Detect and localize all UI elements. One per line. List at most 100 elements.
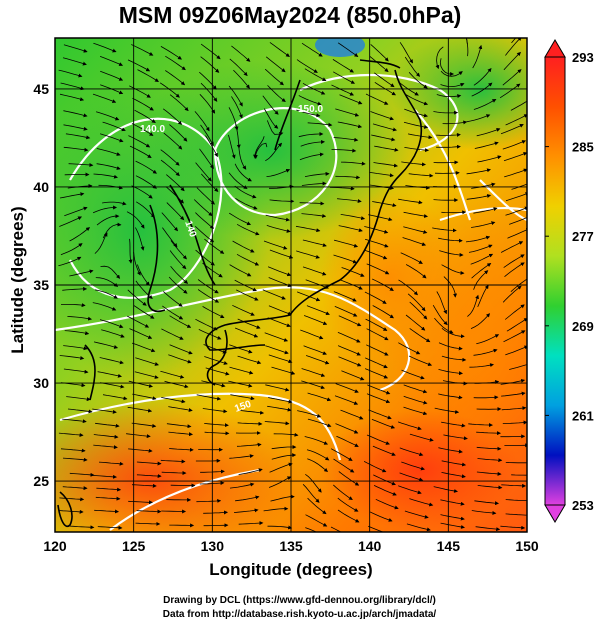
y-tick-label: 35 xyxy=(33,277,49,293)
streamline xyxy=(333,254,358,264)
streamline xyxy=(163,291,183,307)
streamline xyxy=(433,198,459,203)
streamline xyxy=(234,163,252,182)
streamline xyxy=(438,369,463,376)
streamline xyxy=(333,137,359,142)
streamline xyxy=(270,494,295,502)
streamline xyxy=(263,240,288,250)
y-tick-label: 30 xyxy=(33,375,49,391)
streamline xyxy=(236,253,260,266)
streamline xyxy=(229,344,253,354)
streamline xyxy=(403,384,428,394)
streamline xyxy=(505,345,527,356)
streamline xyxy=(397,421,422,431)
streamline xyxy=(403,121,429,129)
streamline xyxy=(169,124,188,142)
streamline xyxy=(337,121,363,129)
streamline xyxy=(228,172,248,189)
streamline xyxy=(93,444,118,450)
streamline xyxy=(129,85,151,98)
streamline xyxy=(231,96,243,119)
streamline xyxy=(204,423,229,428)
streamline xyxy=(59,192,85,199)
streamline xyxy=(365,357,388,369)
streamline xyxy=(465,38,469,57)
streamline xyxy=(69,472,95,477)
streamline xyxy=(503,152,527,162)
streamline xyxy=(229,58,248,77)
streamline xyxy=(127,59,151,72)
streamline xyxy=(204,431,230,436)
streamline xyxy=(128,238,133,264)
streamline xyxy=(170,266,189,284)
streamline xyxy=(307,458,329,473)
streamline xyxy=(305,473,322,493)
streamline xyxy=(128,500,153,505)
streamline xyxy=(370,111,394,121)
streamline xyxy=(338,225,363,233)
streamline xyxy=(194,226,215,243)
streamline xyxy=(266,225,291,233)
streamline xyxy=(265,56,286,73)
colorbar: 293 285 277 269 261 253 xyxy=(544,39,594,523)
streamline xyxy=(126,433,151,439)
streamline xyxy=(366,393,391,404)
streamline xyxy=(299,152,324,161)
streamline xyxy=(63,110,88,118)
streamline xyxy=(331,148,357,153)
colorbar-tick-label: 277 xyxy=(572,229,594,244)
streamline xyxy=(271,445,297,450)
streamline xyxy=(500,525,526,530)
streamline xyxy=(236,223,260,236)
streamline xyxy=(399,42,413,64)
svg-text:140.0: 140.0 xyxy=(140,124,165,135)
colorbar-tick-label: 253 xyxy=(572,498,594,513)
streamline xyxy=(262,95,279,115)
streamline xyxy=(329,186,355,191)
streamline xyxy=(60,448,86,453)
streamline xyxy=(63,124,88,131)
streamline xyxy=(168,431,193,437)
colorbar-tick-label: 269 xyxy=(572,319,594,334)
temperature-field xyxy=(55,38,527,532)
streamline xyxy=(333,458,355,473)
streamline xyxy=(160,459,186,464)
streamline xyxy=(94,232,108,254)
streamline xyxy=(93,434,119,439)
streamline xyxy=(409,498,434,507)
streamline xyxy=(269,42,290,57)
credit-drawing: Drawing by DCL (https://www.gfd-dennou.o… xyxy=(163,595,436,606)
streamline xyxy=(170,240,187,260)
streamline xyxy=(405,264,427,279)
streamline xyxy=(128,380,153,388)
streamline xyxy=(63,146,89,152)
streamline xyxy=(135,227,145,251)
streamline xyxy=(264,421,290,426)
streamline xyxy=(131,483,157,488)
svg-text:150.0: 150.0 xyxy=(298,104,323,115)
streamline xyxy=(374,145,399,152)
streamline xyxy=(204,356,228,365)
x-tick-label: 140 xyxy=(358,538,382,554)
streamline xyxy=(233,508,259,513)
streamline xyxy=(136,461,162,466)
streamline xyxy=(63,44,88,53)
streamline xyxy=(400,252,423,264)
streamline xyxy=(193,199,213,217)
streamline xyxy=(374,72,395,88)
streamline xyxy=(61,303,86,308)
streamline xyxy=(59,497,85,502)
streamline xyxy=(364,368,389,379)
y-tick-label: 40 xyxy=(33,179,49,195)
streamline xyxy=(503,51,521,71)
streamline xyxy=(168,354,192,364)
streamline xyxy=(166,174,185,192)
streamline xyxy=(196,187,216,205)
streamline xyxy=(433,160,459,165)
streamline xyxy=(92,302,117,311)
x-tick-label: 130 xyxy=(201,538,225,554)
streamline xyxy=(297,410,322,418)
streamline xyxy=(237,355,262,365)
streamline xyxy=(504,262,525,278)
streamline xyxy=(366,328,389,341)
